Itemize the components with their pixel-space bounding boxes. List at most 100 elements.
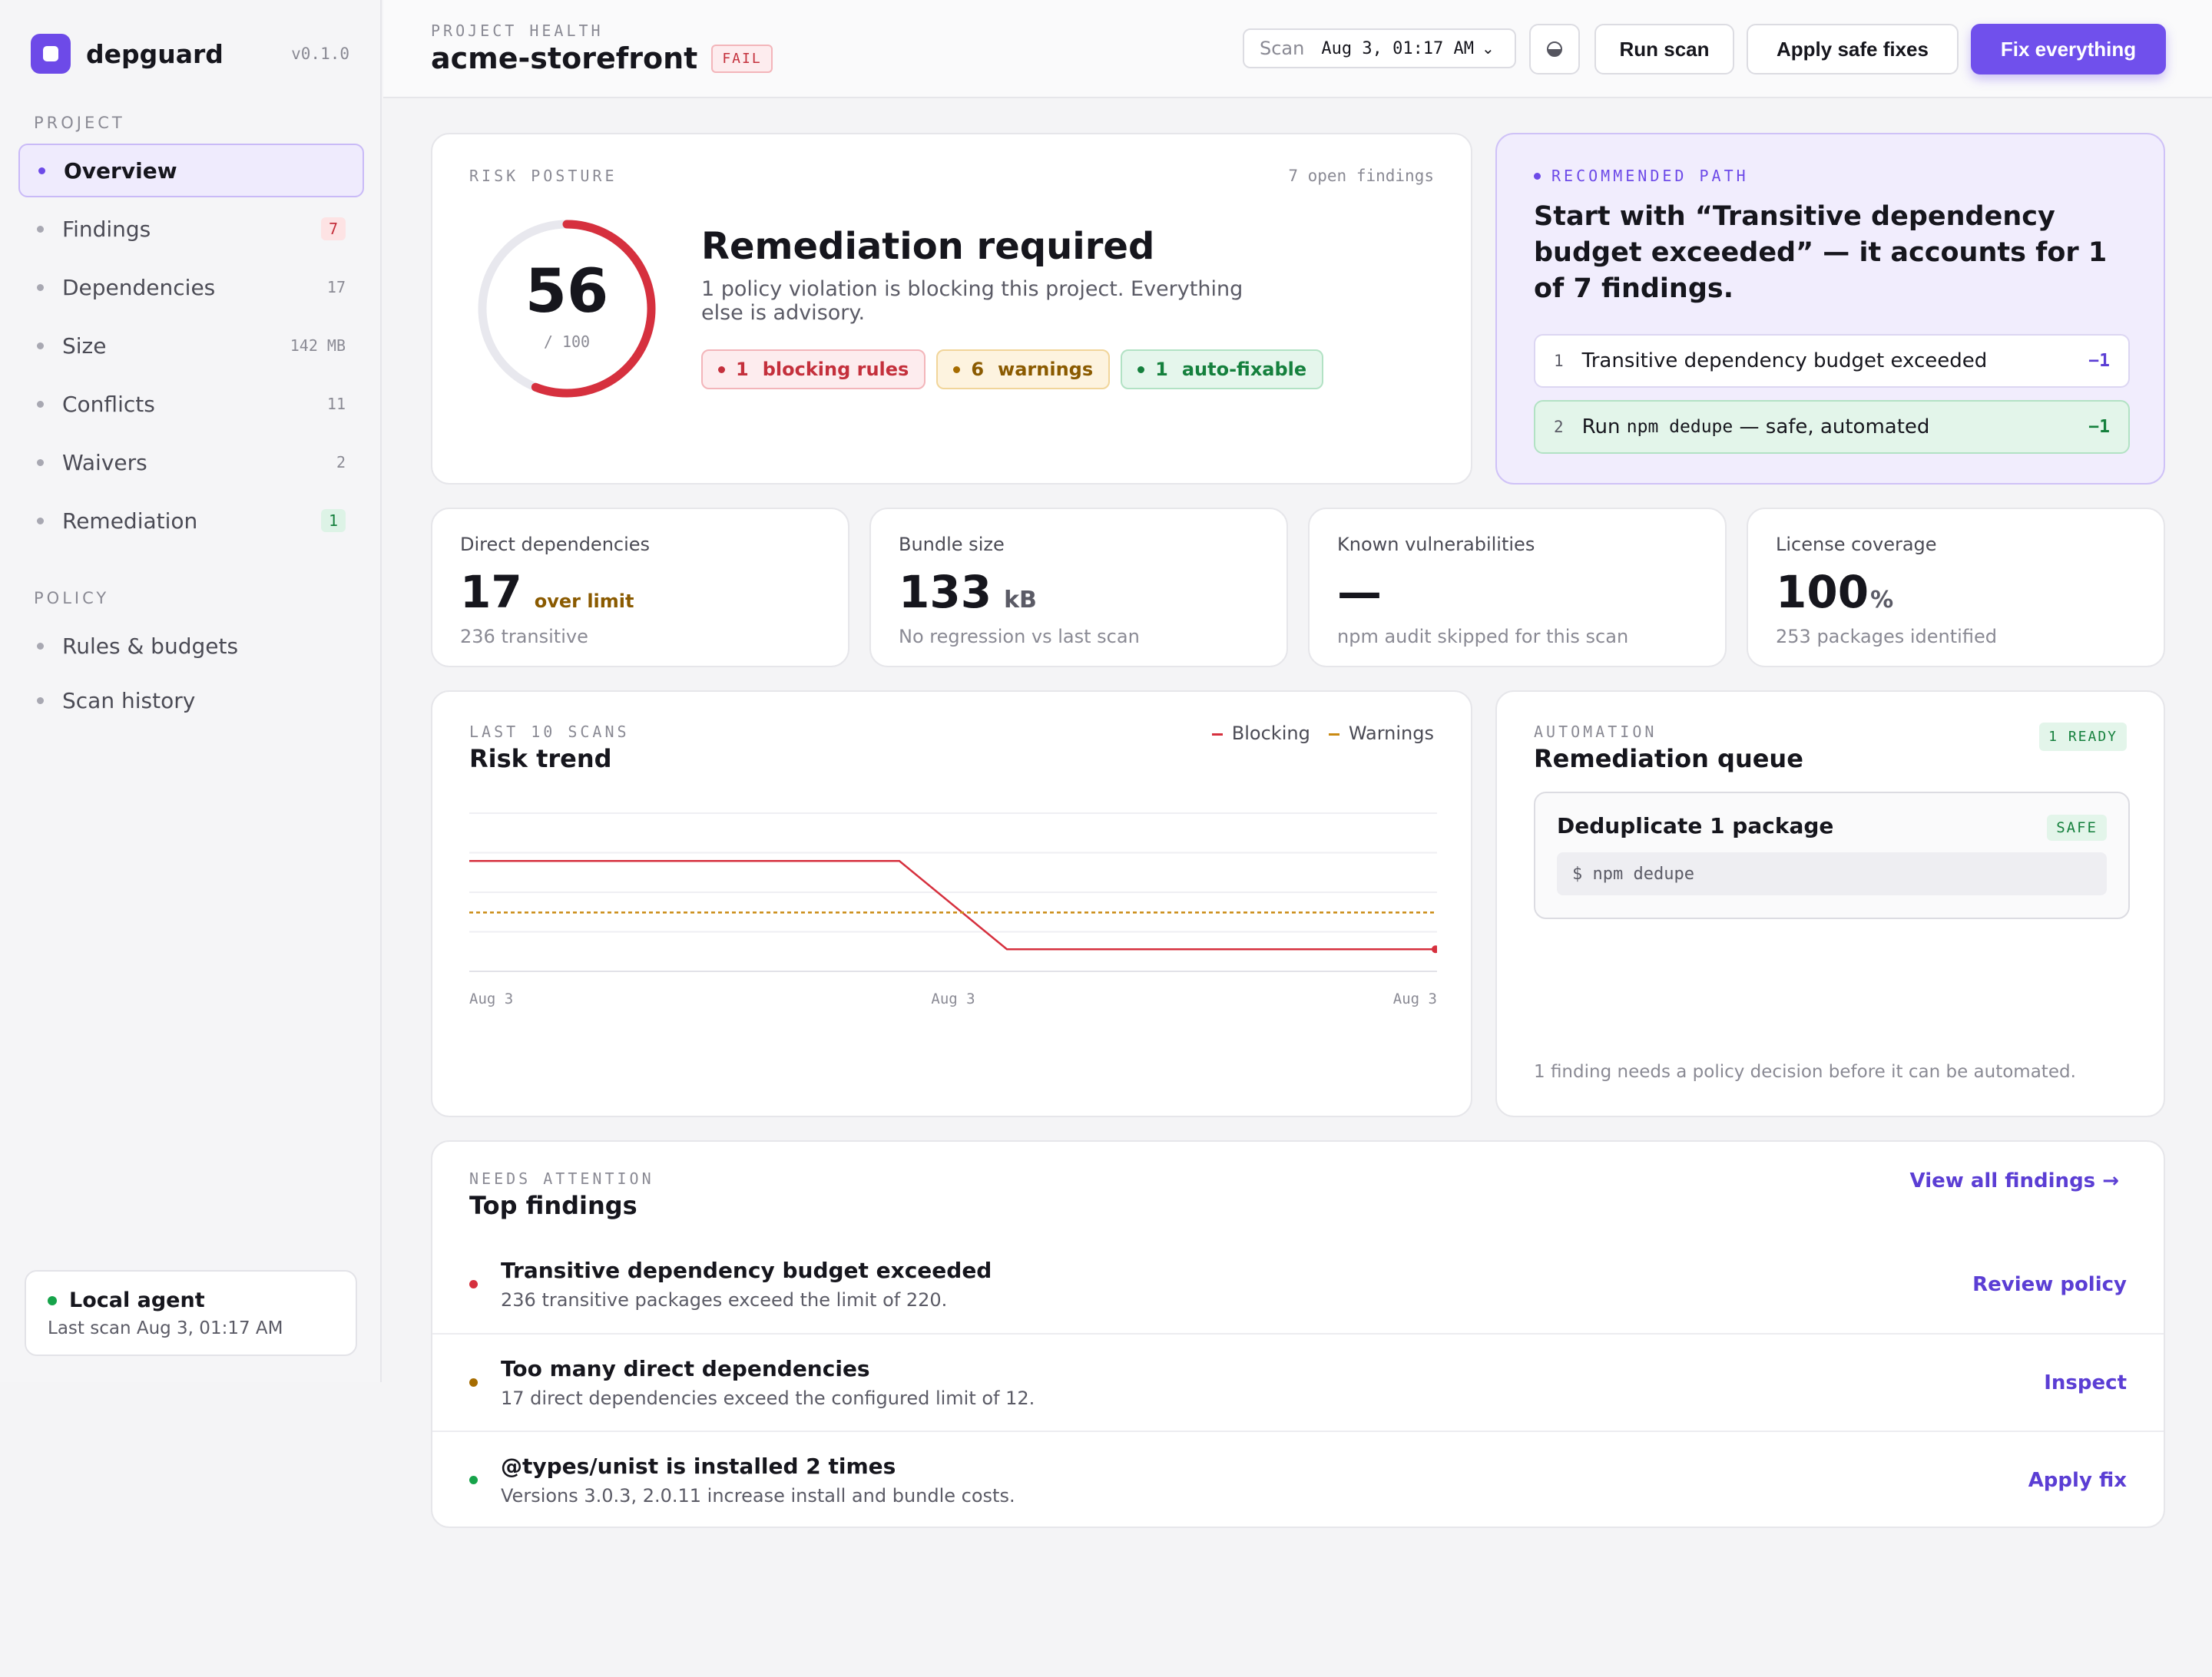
size-count: 142 MB bbox=[290, 336, 346, 355]
step-text-before: Run bbox=[1581, 415, 1621, 438]
sidebar-item-conflicts[interactable]: Conflicts 11 bbox=[18, 377, 364, 431]
warnings-pill[interactable]: 6 warnings bbox=[936, 349, 1111, 389]
recommended-path-label: RECOMMENDED PATH bbox=[1534, 167, 2127, 185]
legend-blocking: Blocking bbox=[1211, 723, 1310, 744]
agent-title: Local agent bbox=[69, 1288, 205, 1312]
brand[interactable]: depguard bbox=[31, 34, 224, 74]
autofix-count: 1 bbox=[1155, 359, 1168, 380]
top-findings-title: Top findings bbox=[469, 1191, 637, 1220]
inspect-link[interactable]: Inspect bbox=[2044, 1371, 2127, 1394]
theme-toggle-button[interactable] bbox=[1529, 24, 1580, 74]
x-tick-label: Aug 3 bbox=[931, 991, 975, 1007]
sidebar-item-scan-history[interactable]: Scan history bbox=[18, 673, 364, 727]
sidebar-item-waivers[interactable]: Waivers 2 bbox=[18, 435, 364, 489]
status-online-icon bbox=[48, 1295, 57, 1305]
stat-label: Bundle size bbox=[899, 534, 1005, 555]
stat-label: Direct dependencies bbox=[460, 534, 651, 555]
apply-fix-link[interactable]: Apply fix bbox=[2028, 1468, 2127, 1492]
step-text: Transitive dependency budget exceeded bbox=[1581, 349, 1988, 372]
bullet-icon bbox=[1137, 366, 1145, 373]
sidebar-item-label: Dependencies bbox=[62, 274, 216, 300]
stat-unit: kB bbox=[1004, 587, 1037, 614]
remediation-queue-card: AUTOMATION Remediation queue 1 READY Ded… bbox=[1495, 690, 2165, 1117]
bullet-icon bbox=[37, 400, 44, 408]
queue-item-title: Deduplicate 1 package bbox=[1557, 813, 1834, 838]
series-line-blocking bbox=[469, 860, 1437, 951]
blocking-label: blocking rules bbox=[762, 359, 909, 380]
view-all-findings-link[interactable]: View all findings → bbox=[1909, 1169, 2119, 1192]
bullet-icon bbox=[37, 225, 44, 233]
scan-select-label: Scan bbox=[1260, 38, 1305, 59]
severity-dot-icon bbox=[469, 1280, 478, 1288]
top-findings-card: NEEDS ATTENTION Top findings View all fi… bbox=[431, 1140, 2165, 1528]
ready-badge: 1 READY bbox=[2039, 723, 2127, 751]
risk-trend-chart: Aug 3 Aug 3 Aug 3 bbox=[469, 812, 1437, 1007]
bundle-size-card[interactable]: Bundle size 133 kB No regression vs last… bbox=[869, 508, 1288, 667]
queue-item[interactable]: Deduplicate 1 package SAFE $ npm dedupe bbox=[1534, 792, 2130, 919]
bullet-icon bbox=[953, 366, 961, 373]
finding-row[interactable]: @types/unist is installed 2 times Versio… bbox=[432, 1431, 2164, 1528]
license-coverage-card[interactable]: License coverage 100 % 253 packages iden… bbox=[1747, 508, 2165, 667]
chevron-down-icon: ⌄ bbox=[1482, 39, 1495, 58]
recommended-path-card: RECOMMENDED PATH Start with “Transitive … bbox=[1495, 133, 2165, 485]
sidebar-item-overview[interactable]: Overview bbox=[18, 144, 364, 197]
automation-footer: 1 finding needs a policy decision before… bbox=[1534, 1062, 2076, 1082]
legend-warnings: Warnings bbox=[1328, 723, 1434, 744]
direct-dependencies-card[interactable]: Direct dependencies 17 over limit 236 tr… bbox=[431, 508, 849, 667]
scan-select[interactable]: Scan Aug 3, 01:17 AM ⌄ bbox=[1243, 28, 1516, 68]
stat-value: 133 bbox=[899, 566, 992, 618]
bullet-icon bbox=[38, 167, 45, 174]
sidebar-item-label: Rules & budgets bbox=[62, 633, 239, 659]
page-header: PROJECT HEALTH acme-storefront FAIL Scan… bbox=[383, 0, 2212, 98]
finding-title: Transitive dependency budget exceeded bbox=[501, 1258, 992, 1283]
remediation-count-badge: 1 bbox=[320, 509, 346, 532]
sidebar-item-size[interactable]: Size 142 MB bbox=[18, 319, 364, 372]
stat-label: Known vulnerabilities bbox=[1337, 534, 1535, 555]
run-scan-button[interactable]: Run scan bbox=[1594, 24, 1734, 74]
risk-posture-label: RISK POSTURE bbox=[469, 167, 618, 185]
contrast-icon bbox=[1547, 41, 1562, 57]
sidebar-item-findings[interactable]: Findings 7 bbox=[18, 202, 364, 256]
status-badge: FAIL bbox=[711, 44, 773, 73]
bullet-icon bbox=[37, 283, 44, 291]
risk-score-value: 56 bbox=[525, 257, 609, 326]
recommended-label-text: RECOMMENDED PATH bbox=[1551, 167, 1749, 185]
risk-trend-label: LAST 10 SCANS bbox=[469, 723, 630, 741]
local-agent-card: Local agent Last scan Aug 3, 01:17 AM bbox=[25, 1270, 357, 1356]
command-snippet[interactable]: $ npm dedupe bbox=[1557, 852, 2107, 895]
finding-description: 236 transitive packages exceed the limit… bbox=[501, 1289, 948, 1311]
finding-row[interactable]: Transitive dependency budget exceeded 23… bbox=[432, 1235, 2164, 1333]
stat-subtext: npm audit skipped for this scan bbox=[1337, 626, 1629, 647]
auto-fixable-pill[interactable]: 1 auto-fixable bbox=[1121, 349, 1324, 389]
known-vulnerabilities-card[interactable]: Known vulnerabilities — npm audit skippe… bbox=[1308, 508, 1727, 667]
bullet-icon bbox=[1534, 172, 1541, 180]
finding-title: @types/unist is installed 2 times bbox=[501, 1454, 896, 1479]
review-policy-link[interactable]: Review policy bbox=[1972, 1272, 2127, 1296]
sidebar-item-label: Overview bbox=[64, 157, 177, 184]
posture-description: 1 policy violation is blocking this proj… bbox=[701, 277, 1243, 325]
automation-label: AUTOMATION bbox=[1534, 723, 1657, 741]
fix-everything-button[interactable]: Fix everything bbox=[1971, 24, 2166, 74]
recommended-step-2[interactable]: 2 Run npm dedupe — safe, automated −1 bbox=[1534, 400, 2130, 454]
sidebar-item-dependencies[interactable]: Dependencies 17 bbox=[18, 260, 364, 314]
sidebar-item-label: Findings bbox=[62, 216, 151, 242]
x-tick-label: Aug 3 bbox=[469, 991, 513, 1007]
risk-score-max: / 100 bbox=[543, 332, 591, 351]
stat-value: 100 bbox=[1776, 566, 1869, 618]
over-limit-tag: over limit bbox=[534, 590, 634, 612]
remediation-queue-title: Remediation queue bbox=[1534, 744, 1803, 773]
finding-row[interactable]: Too many direct dependencies 17 direct d… bbox=[432, 1333, 2164, 1431]
sidebar-item-rules-budgets[interactable]: Rules & budgets bbox=[18, 619, 364, 673]
apply-safe-fixes-button[interactable]: Apply safe fixes bbox=[1747, 24, 1959, 74]
finding-title: Too many direct dependencies bbox=[501, 1356, 870, 1381]
blocking-rules-pill[interactable]: 1 blocking rules bbox=[701, 349, 926, 389]
sidebar-item-remediation[interactable]: Remediation 1 bbox=[18, 494, 364, 547]
bullet-icon bbox=[37, 696, 44, 704]
findings-count-badge: 7 bbox=[320, 217, 346, 240]
bullet-icon bbox=[37, 458, 44, 466]
conflicts-count: 11 bbox=[326, 395, 346, 413]
policy-section-label: POLICY bbox=[34, 589, 110, 607]
stat-label: License coverage bbox=[1776, 534, 1937, 555]
recommended-step-1[interactable]: 1 Transitive dependency budget exceeded … bbox=[1534, 334, 2130, 388]
header-eyebrow: PROJECT HEALTH bbox=[431, 22, 604, 40]
